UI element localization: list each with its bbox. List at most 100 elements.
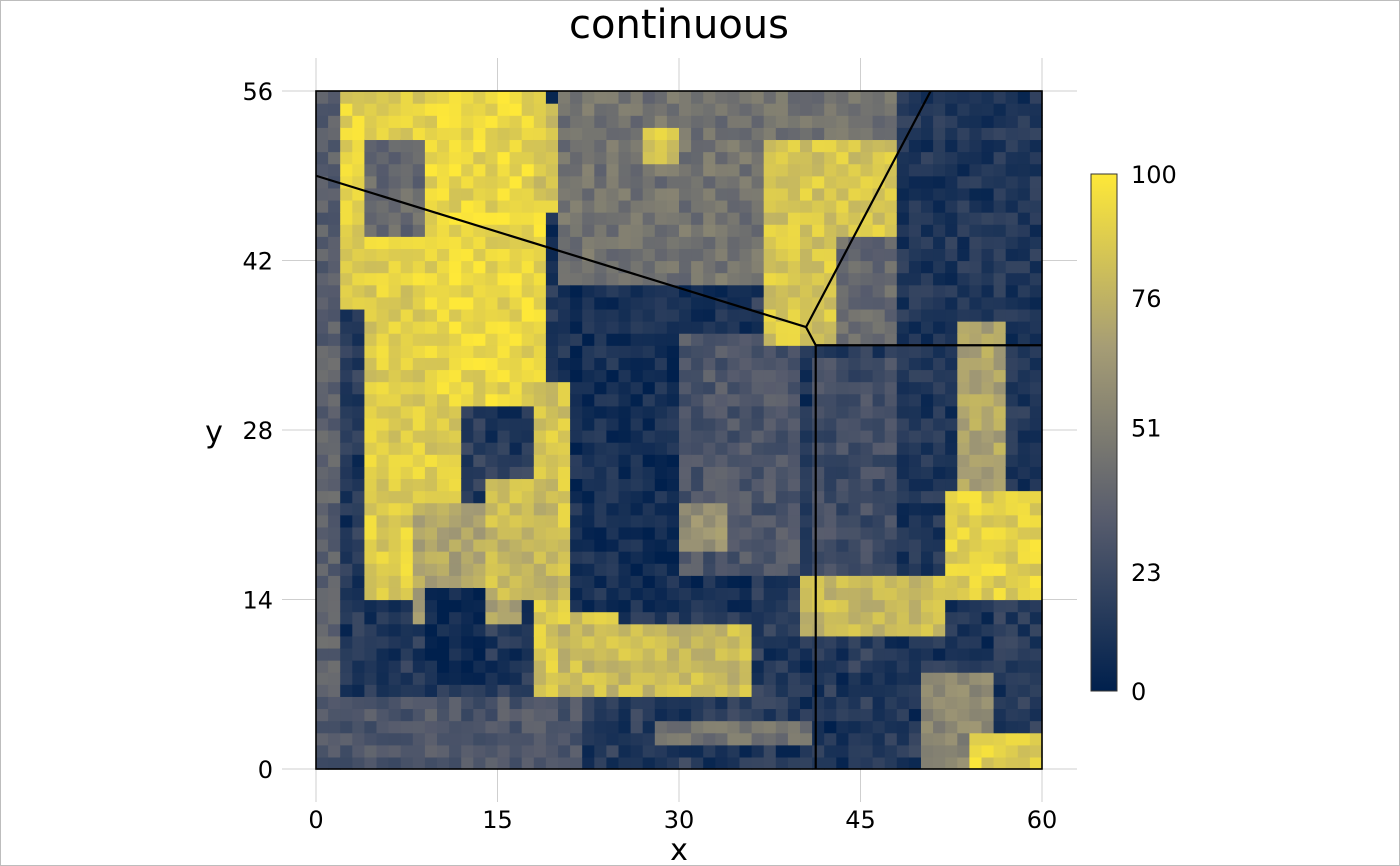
- heatmap-cell: [860, 647, 874, 661]
- heatmap-cell: [800, 684, 813, 697]
- heatmap-cell: [787, 175, 801, 189]
- heatmap-cell: [449, 127, 462, 141]
- heatmap-cell: [679, 345, 692, 358]
- heatmap-cell: [388, 139, 402, 153]
- heatmap-cell: [545, 575, 559, 588]
- heatmap-cell: [558, 538, 571, 552]
- heatmap-cell: [545, 151, 559, 165]
- heatmap-cell: [969, 175, 983, 189]
- heatmap-cell: [812, 393, 825, 407]
- heatmap-cell: [642, 357, 656, 371]
- heatmap-cell: [860, 381, 874, 395]
- heatmap-cell: [521, 381, 535, 395]
- heatmap-cell: [836, 744, 849, 758]
- heatmap-cell: [654, 551, 668, 564]
- heatmap-cell: [570, 272, 583, 286]
- heatmap-cell: [763, 260, 777, 274]
- heatmap-cell: [812, 756, 825, 770]
- heatmap-cell: [872, 538, 886, 552]
- heatmap-cell: [812, 732, 825, 746]
- heatmap-cell: [763, 115, 777, 128]
- heatmap-cell: [364, 575, 378, 588]
- heatmap-cell: [1029, 260, 1043, 274]
- heatmap-cell: [424, 272, 438, 286]
- heatmap-cell: [993, 381, 1007, 395]
- heatmap-cell: [666, 660, 680, 673]
- heatmap-cell: [424, 478, 438, 492]
- heatmap-cell: [545, 490, 559, 504]
- heatmap-cell: [679, 647, 692, 661]
- heatmap-cell: [703, 454, 716, 467]
- heatmap-cell: [666, 187, 680, 201]
- heatmap-cell: [570, 611, 583, 625]
- heatmap-cell: [884, 660, 898, 673]
- heatmap-cell: [424, 454, 438, 467]
- heatmap-cell: [739, 660, 753, 673]
- heatmap-cell: [364, 696, 378, 710]
- heatmap-cell: [1017, 260, 1031, 274]
- heatmap-cell: [594, 115, 607, 128]
- heatmap-cell: [751, 599, 765, 613]
- heatmap-cell: [800, 151, 813, 165]
- heatmap-cell: [666, 103, 680, 116]
- heatmap-cell: [727, 430, 741, 443]
- heatmap-cell: [545, 345, 559, 358]
- heatmap-cell: [715, 563, 728, 576]
- heatmap-cell: [376, 599, 390, 613]
- heatmap-cell: [812, 575, 825, 588]
- heatmap-cell: [545, 684, 559, 697]
- heatmap-cell: [824, 732, 837, 746]
- heatmap-cell: [473, 405, 486, 419]
- heatmap-cell: [618, 357, 632, 371]
- heatmap-cell: [461, 720, 474, 734]
- heatmap-cell: [485, 502, 499, 516]
- heatmap-cell: [582, 151, 595, 165]
- heatmap-cell: [570, 175, 583, 189]
- heatmap-cell: [957, 151, 970, 165]
- heatmap-cell: [775, 139, 789, 153]
- heatmap-cell: [775, 490, 789, 504]
- heatmap-cell: [424, 744, 438, 758]
- heatmap-cell: [836, 127, 849, 141]
- heatmap-cell: [787, 466, 801, 480]
- heatmap-cell: [509, 551, 523, 564]
- heatmap-cell: [316, 708, 329, 722]
- heatmap-cell: [836, 756, 849, 770]
- heatmap-cell: [376, 296, 390, 310]
- heatmap-cell: [352, 756, 365, 770]
- heatmap-cell: [485, 635, 499, 649]
- heatmap-cell: [957, 91, 970, 104]
- heatmap-cell: [497, 538, 511, 552]
- heatmap-cell: [570, 563, 583, 576]
- heatmap-cell: [437, 248, 450, 262]
- heatmap-cell: [570, 587, 583, 601]
- heatmap-cell: [957, 611, 970, 625]
- heatmap-cell: [715, 212, 728, 225]
- heatmap-cell: [691, 321, 704, 334]
- heatmap-cell: [340, 611, 353, 625]
- heatmap-cell: [642, 115, 656, 128]
- heatmap-cell: [412, 381, 426, 395]
- heatmap-cell: [993, 732, 1007, 746]
- heatmap-cell: [485, 454, 499, 467]
- heatmap-cell: [497, 103, 511, 116]
- heatmap-cell: [606, 756, 620, 770]
- heatmap-cell: [424, 563, 438, 576]
- heatmap-cell: [364, 308, 378, 322]
- heatmap-cell: [376, 611, 390, 625]
- heatmap-cell: [570, 345, 583, 358]
- heatmap-cell: [969, 139, 983, 153]
- heatmap-cell: [594, 563, 607, 576]
- heatmap-cell: [1005, 756, 1019, 770]
- heatmap-cell: [715, 442, 728, 455]
- heatmap-cell: [424, 321, 438, 334]
- heatmap-cell: [364, 454, 378, 467]
- heatmap-cell: [763, 478, 777, 492]
- heatmap-cell: [594, 296, 607, 310]
- heatmap-cell: [606, 333, 620, 346]
- heatmap-cell: [969, 442, 983, 455]
- heatmap-cell: [836, 647, 849, 661]
- heatmap-cell: [473, 115, 486, 128]
